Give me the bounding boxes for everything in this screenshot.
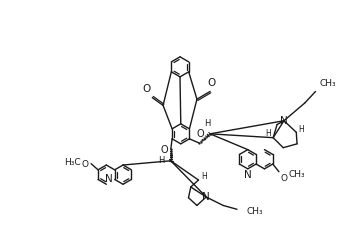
Text: N: N: [202, 192, 210, 202]
Text: H: H: [299, 125, 304, 134]
Text: O: O: [208, 78, 216, 88]
Text: O: O: [143, 84, 151, 94]
Text: N: N: [244, 170, 252, 181]
Text: O: O: [196, 129, 204, 139]
Text: H: H: [158, 156, 165, 165]
Text: CH₃: CH₃: [319, 79, 336, 88]
Text: H: H: [265, 129, 271, 138]
Text: H₃C: H₃C: [64, 158, 80, 167]
Text: CH₃: CH₃: [246, 207, 263, 216]
Text: O: O: [161, 145, 169, 155]
Text: O: O: [82, 160, 89, 169]
Text: H: H: [205, 119, 211, 128]
Text: O: O: [280, 174, 287, 183]
Text: H: H: [201, 173, 206, 182]
Text: CH₃: CH₃: [289, 170, 305, 179]
Text: N: N: [105, 175, 113, 185]
Text: N: N: [280, 116, 288, 126]
